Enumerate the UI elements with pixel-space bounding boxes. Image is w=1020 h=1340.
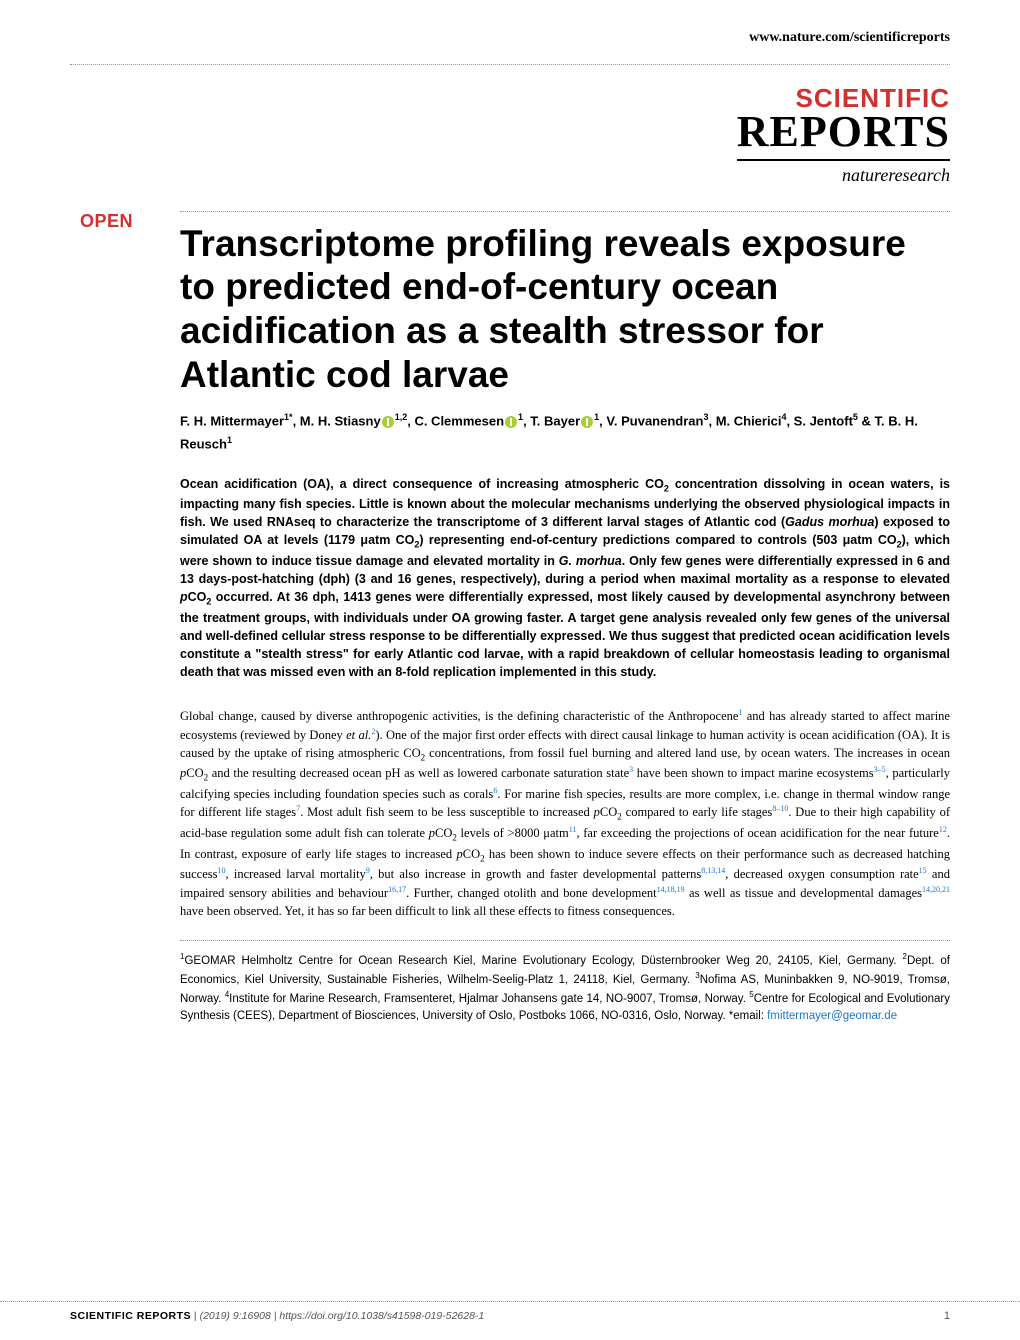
article-title: Transcriptome profiling reveals exposure… bbox=[180, 222, 950, 397]
journal-logo: SCIENTIFIC REPORTS natureresearch bbox=[0, 85, 1020, 186]
logo-reports: REPORTS bbox=[737, 111, 950, 161]
page-footer: SCIENTIFIC REPORTS | (2019) 9:16908 | ht… bbox=[0, 1301, 1020, 1322]
logo-nature: natureresearch bbox=[0, 165, 950, 186]
authors-list: F. H. Mittermayer1*, M. H. Stiasny1,2, C… bbox=[180, 410, 950, 454]
page-number: 1 bbox=[944, 1310, 950, 1322]
open-access-badge: OPEN bbox=[80, 211, 180, 232]
footer-sep: | bbox=[191, 1310, 200, 1322]
affiliations: 1GEOMAR Helmholtz Centre for Ocean Resea… bbox=[180, 940, 950, 1025]
footer-citation: (2019) 9:16908 | https://doi.org/10.1038… bbox=[200, 1310, 485, 1322]
abstract: Ocean acidification (OA), a direct conse… bbox=[180, 475, 950, 682]
divider bbox=[70, 64, 950, 65]
footer-journal: SCIENTIFIC REPORTS bbox=[70, 1310, 191, 1322]
body-paragraph: Global change, caused by diverse anthrop… bbox=[180, 707, 950, 920]
header-url: www.nature.com/scientificreports bbox=[0, 0, 1020, 56]
